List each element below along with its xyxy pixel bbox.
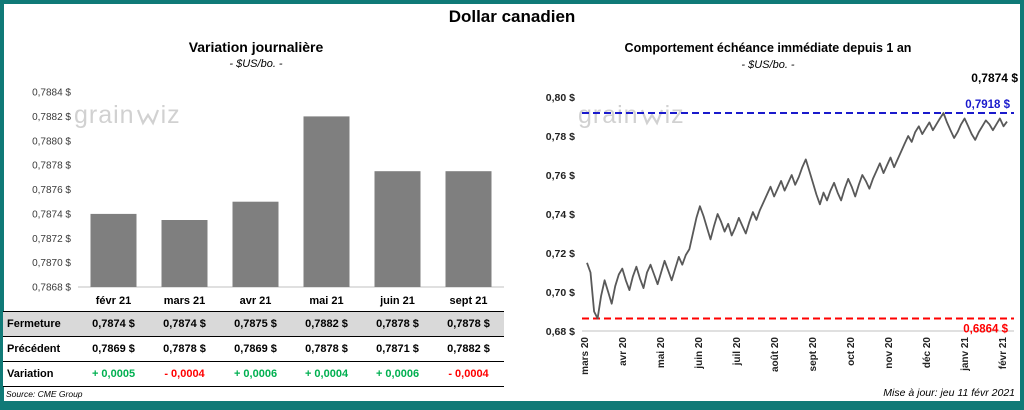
x-category-label: oct 20 [846, 337, 857, 366]
row-label: Précédent [7, 343, 61, 355]
y-tick-label: 0,7878 $ [32, 161, 71, 172]
table-cell: 0,7874 $ [163, 318, 206, 330]
table-row-fermeture: Fermeture 0,7874 $ 0,7874 $ 0,7875 $ 0,7882 … [3, 311, 504, 336]
x-category-label: avr 20 [618, 337, 629, 366]
y-tick-label: 0,7882 $ [32, 112, 71, 123]
year-low-label: 0,6864 $ [963, 324, 1008, 336]
x-category-label: sept 20 [808, 337, 819, 372]
table-cell: + 0,0006 [233, 368, 278, 380]
table-cell: 0,7878 $ [305, 343, 348, 355]
table-cell: + 0,0006 [375, 368, 420, 380]
y-tick-label: 0,7870 $ [32, 258, 71, 269]
grainwiz-logo-w-icon [640, 109, 663, 125]
table-row-variation: Variation + 0,0005 - 0,0004 + 0,0006 + 0,000… [3, 361, 504, 387]
y-tick-label: 0,7872 $ [32, 234, 71, 245]
update-timestamp: Mise à jour: jeu 11 févr 2021 [883, 387, 1015, 399]
watermark-text-part2: iz [664, 101, 685, 129]
grainwiz-logo-w-icon [136, 109, 159, 125]
bar-avr-21 [232, 201, 279, 287]
bar-févr-21 [90, 213, 137, 287]
frame-bottom [0, 401, 1024, 410]
table-cell: 0,7874 $ [92, 318, 135, 330]
page-title: Dollar canadien [448, 7, 576, 26]
year-high-label: 0,7918 $ [965, 99, 1010, 111]
x-category-label: juin 21 [379, 295, 415, 307]
x-category-label: juil 20 [732, 337, 743, 367]
table-cell: 0,7875 $ [234, 318, 277, 330]
watermark-text-part1: grain [578, 101, 639, 129]
y-tick-label: 0,70 $ [546, 287, 575, 299]
x-category-label: janv 21 [960, 337, 971, 372]
frame-top [0, 0, 1024, 4]
bar-chart-subtitle: - $US/bo. - [229, 58, 283, 70]
bar-juin-21 [374, 171, 421, 287]
bar-mai-21 [303, 116, 350, 288]
table-row-précédent: Précédent 0,7869 $ 0,7878 $ 0,7869 $ 0,7878 … [3, 336, 504, 361]
bar-mars-21 [161, 220, 208, 287]
x-category-label: mars 21 [164, 295, 206, 307]
x-category-label: mai 21 [309, 295, 343, 307]
y-tick-label: 0,72 $ [546, 248, 575, 260]
x-category-label: déc 20 [922, 337, 933, 369]
watermark-text-part2: iz [160, 101, 181, 129]
row-label: Fermeture [7, 318, 61, 330]
x-category-label: sept 21 [450, 295, 488, 307]
line-chart-subtitle: - $US/bo. - [741, 59, 795, 71]
x-category-label: juin 20 [694, 337, 705, 370]
y-tick-label: 0,7884 $ [32, 88, 71, 99]
frame-left [0, 0, 4, 410]
table-cell: + 0,0005 [91, 368, 136, 380]
y-tick-label: 0,74 $ [546, 209, 575, 221]
summary-table: Fermeture 0,7874 $ 0,7874 $ 0,7875 $ 0,7882 … [3, 311, 504, 387]
y-tick-label: 0,68 $ [546, 326, 575, 338]
x-category-label: févr 21 [96, 295, 131, 307]
last-value-label: 0,7874 $ [971, 71, 1018, 85]
x-category-label: févr 21 [998, 337, 1009, 370]
grainwiz-watermark-right: grain iz [578, 101, 685, 130]
y-tick-label: 0,78 $ [546, 131, 575, 143]
table-cell: 0,7878 $ [447, 318, 490, 330]
bar-sept-21 [445, 171, 492, 287]
y-tick-label: 0,7876 $ [32, 185, 71, 196]
table-cell: 0,7878 $ [163, 343, 206, 355]
y-tick-label: 0,76 $ [546, 170, 575, 182]
line-chart-title: Comportement échéance immédiate depuis 1… [624, 41, 912, 55]
source-note: Source: CME Group [6, 389, 83, 399]
table-cell: 0,7878 $ [376, 318, 419, 330]
table-cell: 0,7882 $ [447, 343, 490, 355]
y-tick-label: 0,7880 $ [32, 136, 71, 147]
line-chart: 0,68 $ 0,70 $ 0,72 $ 0,74 $ 0,76 $ 0,78 $ 0,80… [546, 71, 1019, 375]
row-label: Variation [7, 368, 54, 380]
watermark-text-part1: grain [74, 101, 135, 129]
frame-right [1020, 0, 1024, 410]
bar-chart: 0,7868 $ 0,7870 $ 0,7872 $ 0,7874 $ 0,7876 $… [32, 88, 504, 307]
x-category-label: nov 20 [884, 337, 895, 369]
y-tick-label: 0,7874 $ [32, 209, 71, 220]
table-cell: + 0,0004 [304, 368, 349, 380]
grainwiz-watermark-left: grain iz [74, 101, 181, 130]
table-cell: - 0,0004 [448, 368, 489, 380]
table-cell: 0,7869 $ [234, 343, 277, 355]
price-series [586, 112, 1008, 320]
table-cell: 0,7871 $ [376, 343, 419, 355]
x-category-label: août 20 [770, 337, 781, 372]
table-cell: 0,7869 $ [92, 343, 135, 355]
y-tick-label: 0,80 $ [546, 92, 575, 104]
bar-chart-title: Variation journalière [188, 39, 324, 55]
table-cell: - 0,0004 [164, 368, 205, 380]
y-tick-label: 0,7868 $ [32, 283, 71, 294]
x-category-label: avr 21 [240, 295, 272, 307]
x-category-label: mai 20 [656, 337, 667, 369]
x-category-label: mars 20 [580, 337, 591, 375]
table-cell: 0,7882 $ [305, 318, 348, 330]
